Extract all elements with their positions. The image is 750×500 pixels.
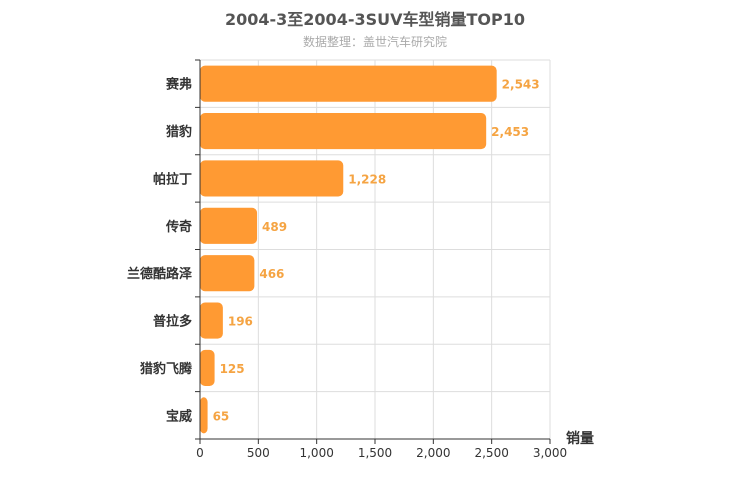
category-label: 赛弗 [165,77,192,93]
bar [200,207,258,244]
bar [200,160,344,197]
data-label: 2,543 [502,78,540,92]
x-tick-label: 2,500 [474,446,508,460]
bar [200,255,255,292]
category-label: 兰德酷路泽 [127,266,193,282]
data-label: 489 [262,220,287,234]
bar [200,397,208,434]
data-label: 466 [259,267,284,281]
x-tick-label: 500 [247,446,270,460]
data-label: 125 [220,362,245,376]
category-label: 宝威 [166,408,192,424]
chart-title: 2004-3至2004-3SUV车型销量TOP10 [224,10,526,29]
data-label: 65 [213,409,230,423]
bar [200,349,215,386]
x-tick-label: 3,000 [533,446,567,460]
category-label: 猎豹飞腾 [140,361,193,377]
data-label: 1,228 [348,172,386,186]
chart-subtitle: 数据整理：盖世汽车研究院 [302,35,447,49]
bars: 赛弗 2,543 猎豹 2,453 帕拉丁 1,228 传奇 489 兰德酷路泽 466 普拉多 19… [127,65,540,434]
data-label: 196 [228,315,253,329]
category-label: 普拉多 [153,314,192,330]
x-tick-label: 0 [196,446,204,460]
category-label: 帕拉丁 [153,171,192,187]
x-axis-title: 销量 [566,430,594,447]
x-tick-label: 1,500 [358,446,392,460]
x-tick-label: 1,000 [299,446,333,460]
category-label: 传奇 [165,219,192,235]
bar [200,65,497,102]
bar [200,113,487,150]
category-label: 猎豹 [166,124,192,140]
x-tick-label: 2,000 [416,446,450,460]
data-label: 2,453 [491,125,529,139]
bar [200,302,223,339]
axes: 0 500 1,000 1,500 2,000 2,500 3,000 [195,59,567,460]
